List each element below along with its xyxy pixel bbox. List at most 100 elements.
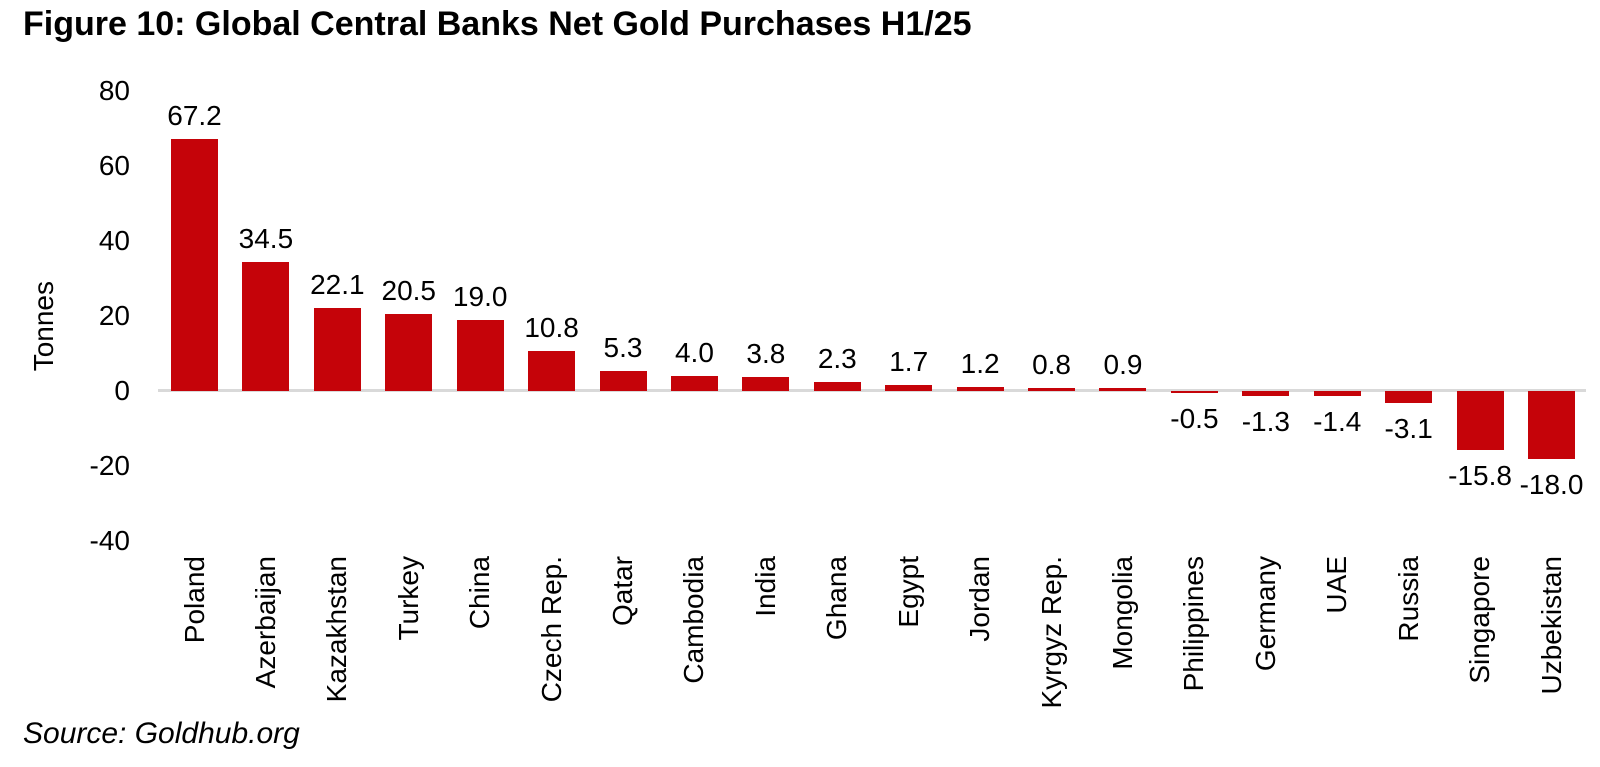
bar-group-qatar: 5.3: [599, 0, 647, 767]
x-tick: UAE: [1314, 556, 1361, 761]
plot-area: 67.2 34.5 22.1 20.5 19.0 10.8 5.3 4.0 3.8 2.3 1.7 1…: [167, 0, 1583, 767]
x-tick-label: Poland: [178, 556, 210, 644]
y-tick-label: 60: [98, 150, 130, 181]
bar-group-russia: -3.1: [1385, 0, 1433, 767]
bar-group-india: 3.8: [742, 0, 790, 767]
bar-value-label: -15.8: [1448, 460, 1512, 492]
bar-value-label: 5.3: [603, 332, 643, 364]
x-tick-label: Mongolia: [1106, 556, 1138, 670]
zero-baseline: [158, 389, 1586, 392]
x-tick: China: [457, 556, 504, 761]
bar-group-china: 19.0: [453, 0, 507, 767]
bar-group-ghana: 2.3: [813, 0, 861, 767]
bar: [385, 314, 433, 391]
x-tick: Kazakhstan: [314, 556, 361, 761]
bar-value-label: -0.5: [1170, 403, 1219, 434]
bar-value-label: 1.7: [889, 345, 929, 377]
bar-value-label: 4.0: [674, 337, 714, 368]
x-tick: India: [742, 556, 789, 761]
x-tick-label: India: [749, 556, 781, 617]
bar: [171, 139, 218, 391]
bar: [528, 350, 576, 391]
x-tick-label: Jordan: [964, 556, 996, 642]
source-note: Source: Goldhub.org: [23, 717, 300, 750]
bar-group-uae: -1.4: [1313, 0, 1361, 767]
x-tick: Ghana: [814, 556, 861, 761]
x-tick-label: Uzbekistan: [1535, 556, 1567, 695]
y-tick-label: 20: [98, 300, 130, 331]
bar: [956, 386, 1004, 391]
bar: [1313, 391, 1361, 397]
x-tick-label: Kyrgyz Rep.: [1035, 556, 1067, 709]
y-tick-label: 80: [98, 75, 130, 106]
bar: [1028, 388, 1076, 391]
x-tick: Egypt: [885, 556, 932, 761]
bar-value-label: 20.5: [381, 275, 437, 307]
bar-group-cambodia: 4.0: [670, 0, 718, 767]
x-tick-label: Kazakhstan: [321, 556, 353, 703]
x-tick-label: China: [464, 556, 496, 630]
bar-value-label: -1.4: [1313, 406, 1362, 438]
bar-group-germany: -1.3: [1242, 0, 1290, 767]
bar: [242, 261, 290, 391]
bar: [313, 308, 361, 391]
bar-group-jordan: 1.2: [956, 0, 1004, 767]
y-tick-label: 40: [98, 225, 130, 256]
x-tick-label: Azerbaijan: [249, 556, 281, 689]
y-tick-label: -20: [89, 450, 130, 481]
x-tick-label: Ghana: [821, 556, 853, 641]
x-tick-label: Egypt: [892, 556, 924, 628]
bar-group-poland: 67.2: [167, 0, 222, 767]
bar-value-label: 67.2: [167, 100, 222, 131]
chart-title: Figure 10: Global Central Banks Net Gold…: [23, 5, 972, 43]
bar: [742, 376, 790, 391]
bar-group-philippines: -0.5: [1170, 0, 1219, 767]
bar: [1528, 391, 1575, 459]
bar-group-turkey: 20.5: [382, 0, 436, 767]
bar: [885, 384, 933, 391]
bar-group-czech-rep-: 10.8: [524, 0, 579, 767]
bar: [813, 382, 861, 391]
y-tick-label: -40: [89, 525, 130, 556]
x-tick: Jordan: [957, 556, 1004, 761]
bar-value-label: 19.0: [452, 280, 508, 312]
bar-group-uzbekistan: -18.0: [1520, 0, 1583, 767]
bar-value-label: 1.2: [960, 347, 1000, 379]
bar-group-azerbaijan: 34.5: [239, 0, 293, 767]
x-tick: Philippines: [1171, 556, 1218, 761]
x-tick: Kyrgyz Rep.: [1028, 556, 1075, 761]
bar-group-kyrgyz-rep-: 0.8: [1028, 0, 1076, 767]
bar-group-mongolia: 0.9: [1099, 0, 1147, 767]
bar: [1170, 391, 1218, 393]
x-tick-label: Qatar: [607, 556, 639, 627]
bar-value-label: 2.3: [817, 343, 857, 375]
x-tick-label: Singapore: [1464, 556, 1496, 684]
x-tick-label: Cambodia: [678, 556, 710, 684]
x-tick-label: UAE: [1321, 556, 1353, 614]
bar: [1385, 391, 1433, 403]
x-tick: Russia: [1385, 556, 1432, 761]
x-tick: Germany: [1242, 556, 1289, 761]
y-tick-label: 0: [114, 375, 130, 406]
bar: [456, 319, 504, 391]
bar-value-label: -1.3: [1241, 405, 1290, 437]
x-tick-label: Turkey: [392, 556, 424, 641]
x-tick-label: Russia: [1392, 556, 1424, 642]
x-tick-label: Czech Rep.: [535, 556, 567, 703]
x-axis-labels: Poland Azerbaijan Kazakhstan Turkey China Cze…: [171, 556, 1575, 761]
bar: [1242, 391, 1290, 396]
x-tick-label: Philippines: [1178, 556, 1210, 692]
bar: [1099, 387, 1147, 391]
bar-value-label: -3.1: [1384, 412, 1433, 444]
bar-group-singapore: -15.8: [1448, 0, 1512, 767]
x-tick: Cambodia: [671, 556, 718, 761]
bar-group-egypt: 1.7: [885, 0, 933, 767]
bar: [1456, 391, 1504, 451]
x-tick: Qatar: [600, 556, 647, 761]
x-tick: Uzbekistan: [1528, 556, 1575, 761]
bar-value-label: -18.0: [1519, 468, 1584, 500]
x-tick: Czech Rep.: [528, 556, 575, 761]
x-tick: Turkey: [385, 556, 432, 761]
bar-value-label: 3.8: [746, 337, 786, 369]
